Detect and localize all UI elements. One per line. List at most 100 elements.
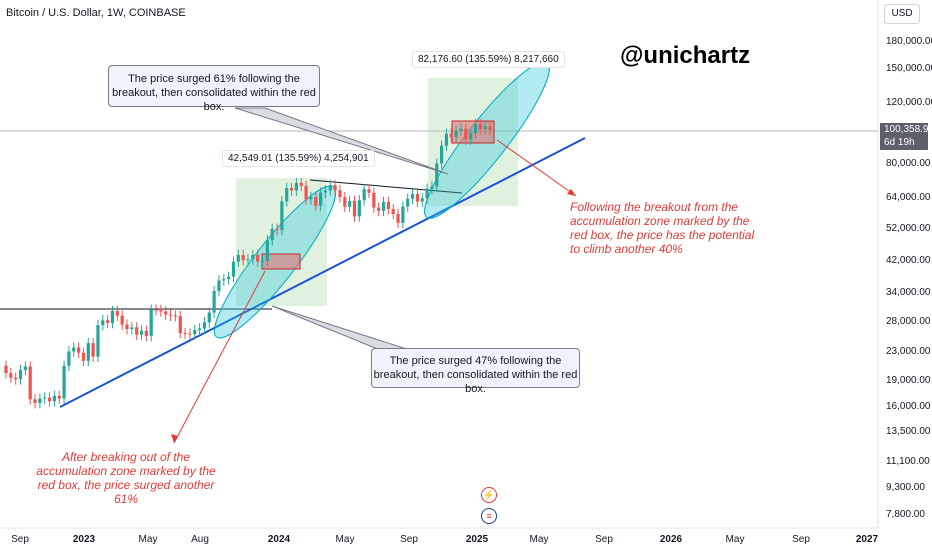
- candle-body: [328, 185, 332, 191]
- candle-body: [377, 207, 381, 211]
- candle-body: [47, 397, 52, 402]
- candlestick-series: [4, 118, 492, 409]
- candle-body: [193, 330, 197, 335]
- candle-body: [154, 309, 158, 311]
- candle-body: [488, 126, 492, 131]
- y-tick-label: 16,000.00: [886, 400, 931, 412]
- x-tick-label: May: [529, 534, 549, 545]
- candle-body: [28, 366, 32, 400]
- candle-body: [231, 261, 236, 277]
- candle-body: [149, 309, 153, 336]
- candle-body: [212, 290, 216, 313]
- candle-body: [256, 254, 260, 262]
- candle-body: [18, 370, 23, 380]
- candle-body: [43, 397, 47, 399]
- candle-body: [62, 365, 66, 399]
- candle-body: [401, 206, 405, 223]
- candle-body: [309, 196, 313, 200]
- y-tick-label: 9,300.00: [886, 482, 925, 494]
- candle-body: [333, 185, 337, 191]
- candle-body: [304, 185, 308, 200]
- candle-body: [159, 310, 163, 312]
- candle-body: [406, 198, 410, 207]
- candle-body: [38, 398, 42, 404]
- x-tick-label: Sep: [400, 534, 418, 545]
- candle-body: [381, 201, 386, 211]
- candle-body: [251, 254, 255, 260]
- candle-body: [86, 343, 90, 361]
- last-price-tag: 100,358.93 6d 19h: [880, 123, 932, 150]
- currency-selector[interactable]: USD: [884, 4, 920, 24]
- x-tick-label: Sep: [792, 534, 810, 545]
- chart-title: Bitcoin / U.S. Dollar, 1W, COINBASE: [6, 7, 186, 19]
- candle-body: [241, 254, 245, 261]
- candle-body: [4, 365, 8, 374]
- candle-body: [198, 328, 202, 331]
- candle-body: [469, 132, 473, 140]
- candle-body: [246, 259, 250, 261]
- candle-body: [348, 200, 352, 207]
- candle-body: [473, 124, 478, 133]
- candle-body: [275, 228, 279, 230]
- candle-body: [260, 260, 265, 262]
- candle-body: [164, 311, 168, 315]
- bar-countdown: 6d 19h: [884, 137, 915, 148]
- candle-body: [202, 322, 207, 329]
- candle-body: [483, 126, 487, 129]
- candle-body: [464, 128, 468, 140]
- x-tick-label: May: [725, 534, 745, 545]
- candle-body: [459, 128, 463, 131]
- candle-body: [67, 351, 71, 366]
- measure-label-2: 82,176.60 (135.59%) 8,217,660: [412, 51, 565, 68]
- red-arrow-right: [496, 139, 577, 197]
- candle-body: [372, 192, 376, 208]
- candle-body: [362, 189, 366, 201]
- candle-body: [130, 327, 134, 330]
- candle-body: [425, 188, 429, 199]
- candle-body: [289, 188, 294, 191]
- candle-body: [110, 311, 115, 323]
- y-tick-label: 120,000.00: [886, 97, 932, 109]
- callout-bottom-pointer: [271, 305, 411, 351]
- y-tick-label: 52,000.00: [886, 223, 931, 235]
- red-arrow-right-head: [567, 189, 576, 196]
- red-arrow-left-head: [171, 434, 178, 443]
- candle-body: [338, 190, 342, 198]
- red-note-left: After breaking out of the accumulation z…: [36, 450, 216, 506]
- y-tick-label: 34,000.00: [886, 287, 931, 299]
- candle-body: [217, 280, 221, 291]
- trend-line: [59, 137, 586, 408]
- candle-body: [115, 311, 119, 316]
- us-flag-icon[interactable]: ≡: [481, 508, 497, 524]
- candle-body: [314, 196, 318, 206]
- candle-body: [420, 198, 424, 202]
- lightning-icon[interactable]: ⚡: [481, 487, 497, 503]
- candle-body: [33, 399, 37, 404]
- candle-body: [9, 373, 13, 378]
- candle-body: [168, 314, 173, 316]
- candle-body: [72, 347, 76, 352]
- y-tick-label: 28,000.00: [886, 316, 931, 328]
- x-tick-label: 2027: [855, 534, 879, 545]
- candle-body: [386, 201, 390, 210]
- candle-body: [265, 240, 269, 261]
- candle-body: [101, 320, 105, 326]
- candle-body: [14, 377, 18, 380]
- candle-body: [391, 209, 395, 214]
- candle-body: [227, 276, 231, 280]
- candle-body: [96, 325, 100, 357]
- candle-body: [207, 312, 211, 323]
- accumulation-box-2: [451, 120, 495, 144]
- candle-body: [285, 188, 289, 202]
- candle-body: [430, 186, 434, 189]
- x-tick-label: Sep: [11, 534, 29, 545]
- callout-bottom: The price surged 47% following the break…: [371, 348, 580, 395]
- candle-body: [323, 190, 328, 193]
- candle-body: [125, 324, 129, 330]
- candle-body: [280, 201, 284, 230]
- candle-body: [357, 200, 361, 217]
- author-watermark: @unichartz: [620, 42, 751, 69]
- x-tick-label: 2024: [267, 534, 291, 545]
- y-tick-label: 19,000.00: [886, 374, 931, 386]
